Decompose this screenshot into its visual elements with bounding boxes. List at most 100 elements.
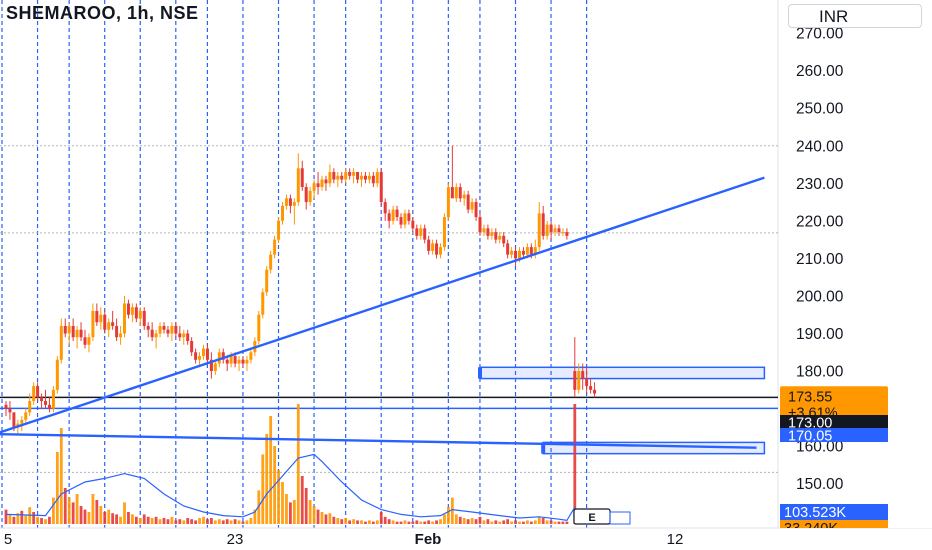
candle-body: [474, 202, 478, 218]
candle-body: [498, 235, 502, 240]
volume-bar: [213, 520, 217, 524]
axis-price-text: 170.05: [788, 429, 832, 445]
volume-bar: [292, 500, 296, 524]
candle-body: [363, 175, 367, 180]
volume-bar: [52, 497, 55, 524]
demand-zones[interactable]: [478, 366, 766, 455]
candle-body: [194, 352, 198, 360]
candle-body: [356, 172, 360, 180]
volume-bar: [63, 488, 67, 524]
candle-body: [510, 250, 514, 255]
horizontal-levels: [0, 145, 778, 473]
candle-body: [119, 333, 123, 338]
candle-body: [581, 371, 585, 379]
volume-bar: [514, 520, 517, 524]
time-axis[interactable]: 5 23 Feb 12: [4, 531, 684, 548]
candle-body: [561, 232, 565, 234]
candle-body: [178, 333, 182, 338]
candle-body: [533, 247, 537, 255]
volume-bar: [304, 488, 308, 524]
volume-bar: [371, 521, 375, 524]
volume-bar: [395, 521, 399, 524]
candle-body: [423, 228, 427, 240]
volume-bar: [344, 518, 348, 524]
volume-bar: [119, 516, 122, 524]
volume-ma-label: [780, 520, 888, 528]
price-axis[interactable]: 270.00 260.00 250.00 240.00 230.00 220.00 210.…: [779, 0, 932, 528]
candle-body: [217, 352, 221, 364]
volume-bar: [328, 513, 332, 524]
volume-bar: [545, 520, 549, 524]
volume-bar: [557, 521, 561, 524]
volume-bar: [229, 520, 233, 524]
volume-bar: [285, 494, 288, 524]
volume-bar: [478, 516, 482, 524]
candle-body: [277, 220, 281, 240]
candle-body: [237, 359, 241, 364]
candle-body: [411, 220, 415, 229]
currency-selector[interactable]: INR: [788, 4, 922, 28]
volume-bar: [379, 512, 383, 524]
last-price-label: [780, 386, 888, 423]
volume-bar: [202, 516, 205, 524]
volume-bar: [399, 521, 403, 524]
volume-bar: [210, 518, 213, 524]
candle-body: [490, 232, 494, 236]
volume-bar: [498, 521, 502, 524]
candle-body: [439, 247, 442, 255]
candle-body: [541, 213, 545, 236]
candle-body: [150, 329, 154, 338]
candle-body: [12, 412, 16, 428]
volume-bar: [150, 518, 154, 524]
volume-bar: [59, 428, 63, 524]
candle-body: [375, 172, 379, 184]
candle-body: [28, 401, 32, 413]
volume-bar: [142, 514, 146, 524]
candle-body: [442, 217, 446, 248]
volume-bar: [340, 519, 344, 524]
y-tick-label: 270.00: [796, 26, 844, 43]
candle-body: [103, 314, 107, 330]
candle-body: [166, 329, 170, 334]
volume-bar: [494, 520, 498, 524]
x-tick-label: 23: [227, 531, 244, 548]
volume-label-text: 103.523K: [784, 505, 846, 521]
volume-ma-label-text: 33.240K: [784, 521, 838, 537]
candle-body: [20, 419, 24, 424]
trend-lines[interactable]: [0, 176, 765, 449]
candle-body: [450, 187, 454, 199]
volume-bar: [289, 502, 292, 524]
candle-body: [36, 386, 40, 398]
candle-body: [407, 213, 411, 221]
volume-bar: [154, 516, 158, 524]
candle-body: [458, 187, 462, 199]
volume-bar: [462, 518, 466, 524]
chart-title: SHEMAROO, 1h, NSE: [6, 3, 199, 23]
volume-bar: [170, 516, 174, 524]
candle-body: [521, 250, 525, 255]
candle-body: [138, 310, 142, 319]
volume-bar: [419, 521, 423, 524]
volume-bar: [206, 519, 209, 524]
volume-bar: [261, 454, 265, 524]
candle-body: [478, 217, 482, 233]
candle-body: [123, 303, 126, 334]
volume-bar: [565, 521, 569, 524]
volume-bar: [364, 521, 367, 524]
volume-bar: [174, 520, 178, 524]
volume-bar: [336, 518, 340, 524]
candle-body: [348, 172, 352, 176]
volume-bar: [466, 519, 470, 524]
candle-body: [44, 401, 47, 405]
candle-body: [360, 175, 363, 180]
candle-body: [257, 314, 261, 342]
candle-body: [47, 404, 51, 409]
candle-body: [182, 333, 186, 338]
candle-body: [466, 194, 470, 210]
candle-body: [32, 386, 36, 402]
volume-bar: [123, 502, 126, 524]
candle-body: [186, 333, 190, 342]
earnings-marker[interactable]: E: [573, 508, 631, 525]
zone-handle: [541, 442, 546, 454]
